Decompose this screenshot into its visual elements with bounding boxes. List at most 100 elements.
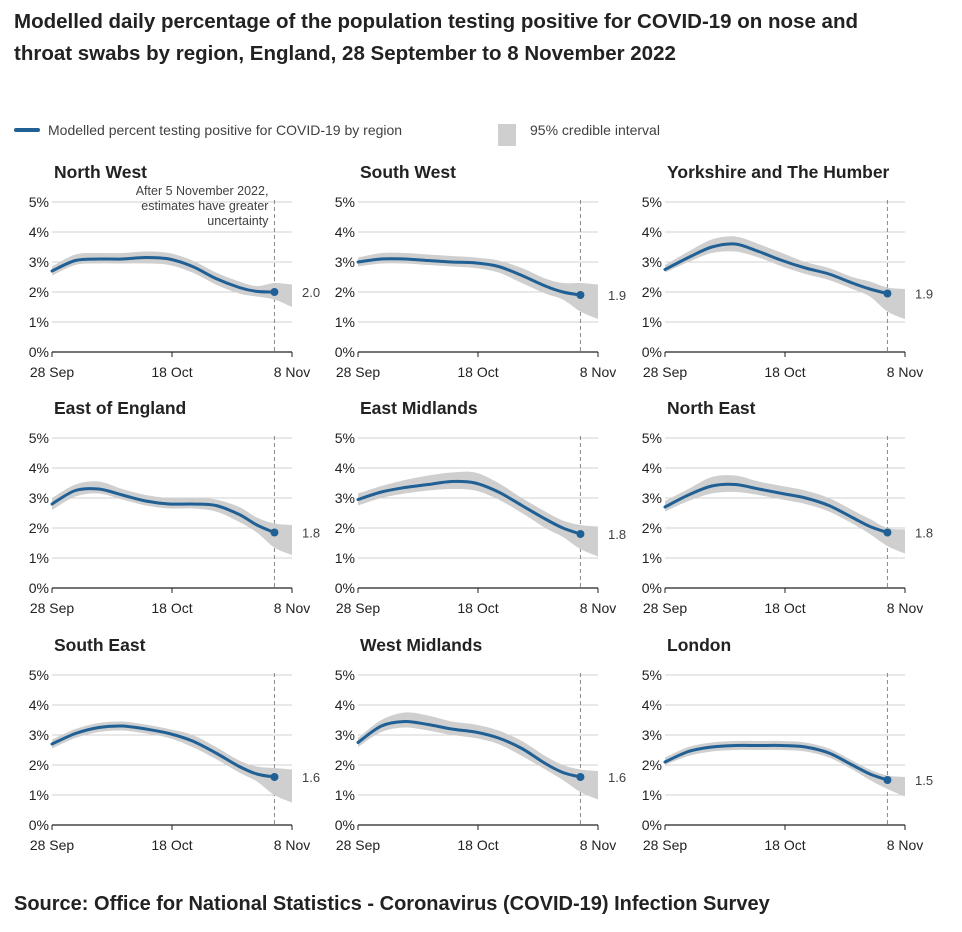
panel-title: London (667, 635, 731, 655)
y-tick-label: 0% (29, 344, 49, 360)
y-tick-label: 2% (29, 757, 49, 773)
x-tick-label: 8 Nov (887, 364, 924, 380)
series-line (663, 242, 889, 295)
y-tick-label: 3% (29, 727, 49, 743)
x-tick-label: 8 Nov (887, 837, 924, 853)
x-tick-label: 18 Oct (457, 600, 498, 616)
y-tick-label: 4% (642, 460, 662, 476)
end-point-marker (576, 773, 585, 781)
y-tick-label: 5% (335, 194, 355, 210)
x-tick-label: 18 Oct (151, 837, 192, 853)
x-tick-label: 28 Sep (30, 364, 75, 380)
x-tick-label: 28 Sep (30, 837, 75, 853)
end-point-marker (576, 291, 585, 299)
y-tick-label: 4% (335, 460, 355, 476)
y-tick-label: 5% (642, 667, 662, 683)
end-value-label: 1.6 (608, 770, 626, 785)
y-tick-label: 1% (335, 787, 355, 803)
x-tick-label: 18 Oct (764, 600, 805, 616)
y-tick-label: 4% (335, 224, 355, 240)
x-tick-label: 28 Sep (643, 600, 688, 616)
y-tick-label: 0% (642, 344, 662, 360)
legend-interval-swatch (498, 124, 516, 146)
legend-interval-label: 95% credible interval (530, 122, 660, 138)
x-tick-label: 18 Oct (764, 364, 805, 380)
legend-line-swatch (14, 128, 40, 132)
y-tick-label: 4% (29, 697, 49, 713)
panel-london: London 0% 1% 2% 3% 4% 5% 28 Sep 18 Oct 8 Nov 1.5 (642, 635, 933, 853)
series-line (356, 479, 582, 536)
y-tick-label: 0% (335, 344, 355, 360)
series-line (50, 255, 276, 294)
panel-east-of-england: East of England 0% 1% 2% 3% 4% 5% 28 Sep 18 Oct 8… (29, 398, 320, 616)
y-tick-label: 2% (29, 520, 49, 536)
credible-interval-band (665, 236, 905, 319)
x-tick-label: 8 Nov (580, 600, 617, 616)
y-tick-label: 1% (642, 314, 662, 330)
end-point-marker (270, 528, 279, 537)
end-value-label: 2.0 (302, 285, 320, 300)
panel-title: East of England (54, 398, 186, 418)
end-point-marker (270, 773, 279, 781)
panel-south-west: South West 0% 1% 2% 3% 4% 5% 28 Sep 18 Oct 8 Nov 1… (335, 162, 626, 380)
y-tick-label: 0% (29, 817, 49, 833)
x-tick-label: 18 Oct (457, 837, 498, 853)
y-tick-label: 5% (642, 194, 662, 210)
end-value-label: 1.5 (915, 773, 933, 788)
y-tick-label: 4% (29, 460, 49, 476)
end-value-label: 1.9 (915, 287, 933, 302)
end-value-label: 1.8 (915, 526, 933, 541)
y-tick-label: 2% (335, 520, 355, 536)
y-tick-label: 0% (335, 817, 355, 833)
panel-west-midlands: West Midlands 0% 1% 2% 3% 4% 5% 28 Sep 18 Oct 8 N… (335, 635, 626, 853)
panel-title: South East (54, 635, 146, 655)
y-tick-label: 3% (29, 254, 49, 270)
x-tick-label: 8 Nov (580, 364, 617, 380)
uncertainty-note: estimates have greater (141, 199, 268, 213)
y-tick-label: 1% (335, 550, 355, 566)
panel-north-west: North West 0% 1% 2% 3% 4% 5% 28 Sep 18 Oct 8 Nov 2… (29, 162, 320, 380)
y-tick-label: 4% (29, 224, 49, 240)
x-tick-label: 28 Sep (643, 364, 688, 380)
series-line (663, 482, 889, 534)
y-tick-label: 5% (29, 667, 49, 683)
y-tick-label: 5% (29, 430, 49, 446)
x-tick-label: 28 Sep (30, 600, 75, 616)
y-tick-label: 2% (642, 757, 662, 773)
y-tick-label: 3% (642, 490, 662, 506)
end-point-marker (883, 776, 892, 784)
x-tick-label: 18 Oct (151, 364, 192, 380)
series-line (50, 724, 276, 779)
y-tick-label: 1% (642, 550, 662, 566)
panel-title: East Midlands (360, 398, 478, 418)
x-tick-label: 18 Oct (151, 600, 192, 616)
y-tick-label: 1% (29, 314, 49, 330)
y-tick-label: 3% (335, 727, 355, 743)
y-tick-label: 0% (335, 580, 355, 596)
end-value-label: 1.8 (302, 526, 320, 541)
series-line (663, 743, 889, 782)
end-point-marker (576, 530, 585, 538)
uncertainty-note: uncertainty (207, 214, 269, 228)
series-line (356, 257, 582, 297)
y-tick-label: 3% (335, 490, 355, 506)
y-tick-label: 2% (335, 284, 355, 300)
y-tick-label: 5% (642, 430, 662, 446)
end-value-label: 1.9 (608, 288, 626, 303)
panel-yorkshire-and-the-humber: Yorkshire and The Humber 0% 1% 2% 3% 4% 5% 28 S… (642, 162, 933, 380)
y-tick-label: 2% (642, 284, 662, 300)
source-note: Source: Office for National Statistics -… (14, 893, 770, 915)
y-tick-label: 2% (642, 520, 662, 536)
y-tick-label: 4% (642, 224, 662, 240)
panel-title: North East (667, 398, 756, 418)
panel-title: Yorkshire and The Humber (667, 162, 890, 182)
y-tick-label: 0% (642, 580, 662, 596)
credible-interval-band (358, 471, 598, 557)
x-tick-label: 28 Sep (643, 837, 688, 853)
end-value-label: 1.6 (302, 770, 320, 785)
panel-title: South West (360, 162, 456, 182)
y-tick-label: 2% (29, 284, 49, 300)
legend-line-label: Modelled percent testing positive for CO… (48, 122, 403, 138)
credible-interval-band (52, 721, 292, 803)
credible-interval-band (52, 481, 292, 555)
